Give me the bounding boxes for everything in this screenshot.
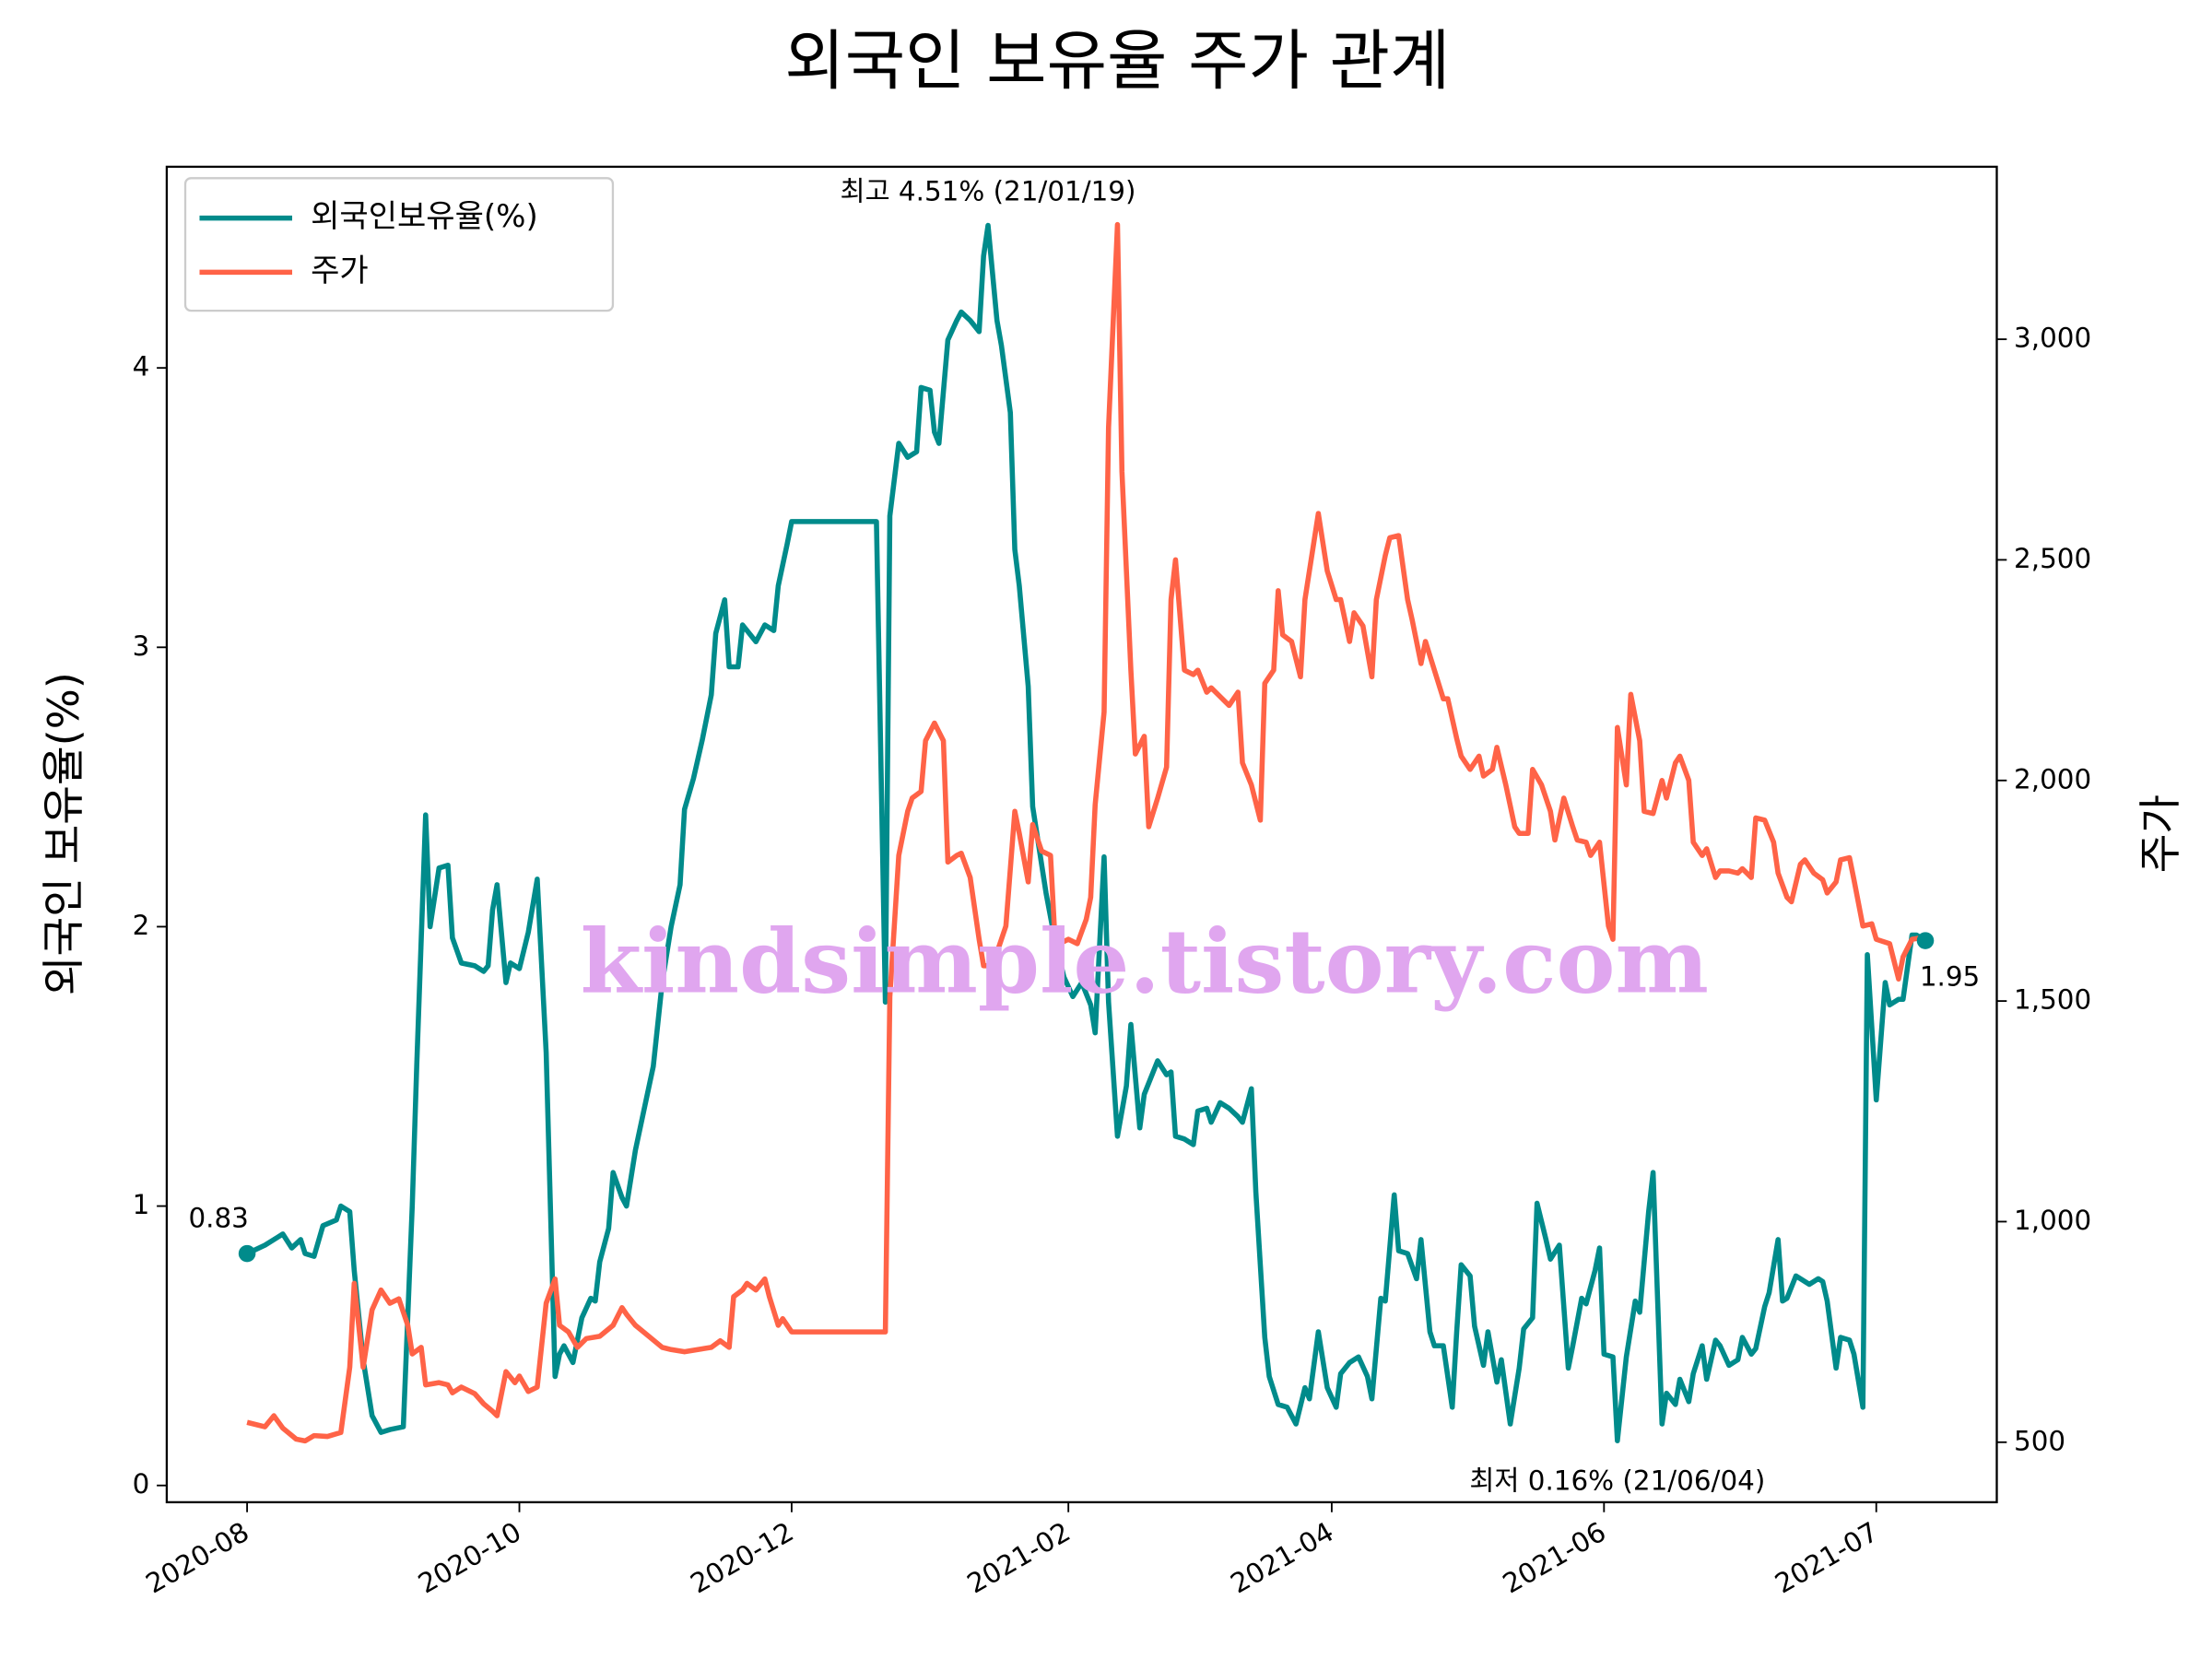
y2-tick-label: 1,000 [2014,1205,2091,1236]
annotation: 최저 0.16% (21/06/04) [1469,1465,1765,1497]
y-tick-label: 2 [133,910,150,941]
y2-tick-label: 3,000 [2014,323,2091,354]
plot-frame [165,165,1998,1504]
annotation: 최고 4.51% (21/01/19) [841,175,1136,206]
endpoint-marker [238,1244,256,1263]
y2-tick-label: 1,500 [2014,984,2091,1016]
y2-tick-label: 2,000 [2014,763,2091,794]
y-tick-label: 4 [133,351,150,382]
legend-label: 주가 [311,253,369,289]
chart-title: 외국인 보유율 주가 관계 [784,23,1450,100]
endpoint-marker [1916,932,1935,949]
y-tick-label: 3 [133,630,150,662]
series-line [245,222,1927,1443]
y-axis-label: 외국인 보유율(%) [39,672,88,995]
series-line [246,221,1926,1444]
y-tick-label: 1 [133,1189,150,1220]
legend-label: 외국인보유율(%) [311,198,538,235]
y2-tick-label: 500 [2014,1425,2065,1456]
data-label: 1.95 [1920,960,1980,992]
legend-box [183,177,615,312]
y2-axis-label: 주가 [2136,794,2185,873]
data-label: 0.83 [188,1202,248,1233]
y-tick-label: 0 [133,1468,150,1500]
watermark: kindsimple.tistory.com [581,909,1709,1013]
y2-tick-label: 2,500 [2014,543,2091,574]
